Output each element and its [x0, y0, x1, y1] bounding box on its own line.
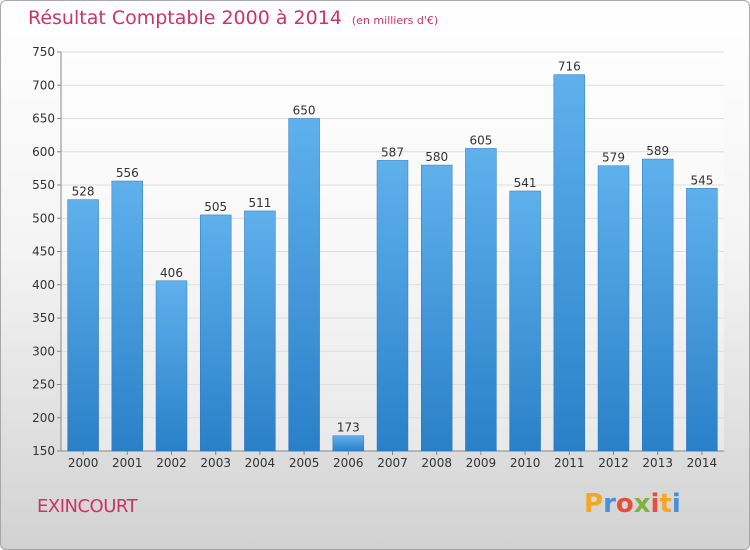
- x-tick-label-2009: 2009: [466, 456, 497, 470]
- x-tick-label-2000: 2000: [68, 456, 99, 470]
- data-label-2007: 587: [381, 145, 404, 159]
- x-tick-label-2007: 2007: [377, 456, 408, 470]
- y-tick-label: 200: [32, 411, 55, 425]
- data-label-2008: 580: [425, 150, 448, 164]
- x-tick-labels: 2000 2001 2002 2003 2004 2005 2006 2007 2008 2009…: [68, 456, 717, 470]
- data-label-2004: 511: [248, 196, 271, 210]
- x-tick-label-2010: 2010: [510, 456, 541, 470]
- chart-title: Résultat Comptable 2000 à 2014 (en millie…: [28, 7, 438, 29]
- bar-2013: [641, 158, 674, 452]
- data-label-2006: 173: [337, 421, 360, 435]
- x-tick-label-2001: 2001: [112, 456, 143, 470]
- y-tick-label: 550: [32, 178, 55, 192]
- bar-2006: [332, 435, 365, 452]
- y-tick-label: 450: [32, 245, 55, 259]
- data-labels: 528 556 406 505 511 650 173 587 580 605 541 716 579 5…: [72, 60, 714, 435]
- bar-2004: [244, 210, 276, 452]
- bar-2005: [288, 118, 320, 452]
- logo-letter: i: [671, 489, 681, 519]
- x-tick-label-2008: 2008: [421, 456, 452, 470]
- y-tick-label: 650: [32, 112, 55, 126]
- x-tick-label-2004: 2004: [245, 456, 276, 470]
- x-tick-label-2014: 2014: [687, 456, 718, 470]
- bar-2000: [67, 199, 99, 452]
- logo-letter: r: [603, 489, 616, 519]
- bars: [67, 74, 718, 452]
- y-tick-label: 150: [32, 444, 55, 458]
- data-label-2012: 579: [602, 151, 625, 165]
- data-label-2005: 650: [293, 104, 316, 118]
- x-tick-label-2011: 2011: [554, 456, 585, 470]
- data-label-2002: 406: [160, 266, 183, 280]
- y-tick-label: 400: [32, 278, 55, 292]
- bar-2012: [597, 165, 630, 452]
- y-tick-label: 600: [32, 145, 55, 159]
- data-label-2000: 528: [72, 185, 95, 199]
- logo-letter: x: [633, 489, 651, 519]
- bar-2011: [553, 74, 586, 452]
- logo-letter: o: [615, 489, 634, 519]
- logo-letter: i: [650, 489, 660, 519]
- x-tick-label-2006: 2006: [333, 456, 364, 470]
- y-tick-label: 250: [32, 378, 55, 392]
- y-tick-label: 500: [32, 211, 55, 225]
- x-tick-label-2013: 2013: [642, 456, 673, 470]
- chart-title-text: Résultat Comptable 2000 à 2014: [28, 7, 342, 29]
- proxiti-logo[interactable]: Proxiti: [584, 489, 681, 519]
- data-label-2013: 589: [646, 144, 669, 158]
- logo-letter: P: [584, 489, 604, 519]
- commune-name: EXINCOURT: [37, 496, 138, 517]
- x-tick-label-2005: 2005: [289, 456, 320, 470]
- x-tick-label-2012: 2012: [598, 456, 629, 470]
- data-label-2010: 541: [514, 176, 537, 190]
- chart-unit-note: (en milliers d'€): [351, 14, 439, 27]
- data-label-2009: 605: [469, 133, 492, 147]
- data-label-2014: 545: [690, 173, 713, 187]
- x-tick-label-2002: 2002: [156, 456, 187, 470]
- bar-2014: [686, 188, 718, 452]
- bar-2007: [376, 160, 409, 452]
- y-tick-labels: 150 200 250 300 350 400 450 500 550 600 650 700 750: [32, 45, 55, 458]
- bar-2002: [155, 280, 188, 452]
- bar-2003: [199, 214, 232, 452]
- data-label-2001: 556: [116, 166, 139, 180]
- y-tick-label: 350: [32, 311, 55, 325]
- data-label-2003: 505: [204, 200, 227, 214]
- bar-2001: [111, 180, 144, 452]
- bar-2009: [465, 148, 497, 452]
- bar-2008: [420, 164, 453, 452]
- data-label-2011: 716: [558, 60, 581, 74]
- y-tick-label: 700: [32, 78, 55, 92]
- bar-2010: [509, 190, 541, 452]
- x-tick-label-2003: 2003: [200, 456, 231, 470]
- y-tick-label: 300: [32, 344, 55, 358]
- logo-letter: t: [659, 489, 672, 519]
- y-tick-label: 750: [32, 45, 55, 59]
